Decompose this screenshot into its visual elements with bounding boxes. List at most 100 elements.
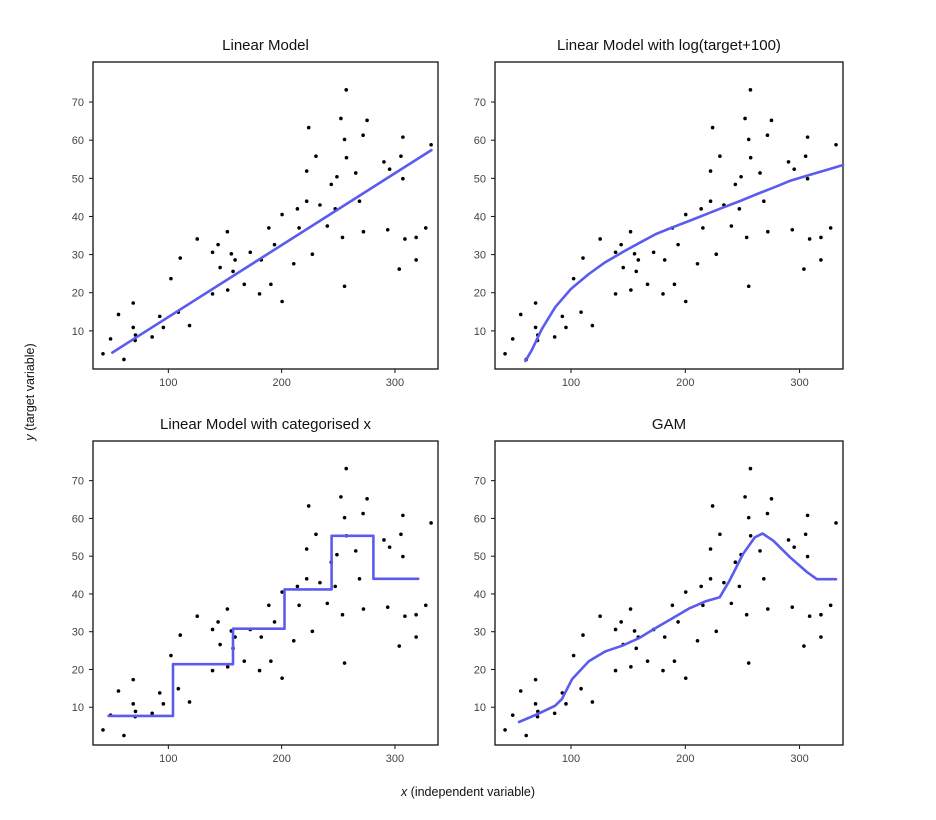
data-point bbox=[710, 504, 715, 508]
data-point bbox=[339, 495, 343, 499]
data-point bbox=[739, 174, 743, 179]
data-point bbox=[272, 242, 277, 247]
data-point bbox=[590, 700, 595, 704]
data-point bbox=[533, 702, 538, 706]
y-tick-label: 40 bbox=[72, 211, 84, 223]
data-point bbox=[187, 323, 192, 328]
data-point bbox=[803, 532, 808, 537]
data-point bbox=[632, 629, 637, 633]
data-point bbox=[581, 633, 585, 637]
data-point bbox=[661, 668, 665, 673]
data-point bbox=[267, 226, 271, 230]
x-axis-label-text: (independent variable) bbox=[407, 785, 535, 799]
x-axis-label: x (independent variable) bbox=[400, 785, 535, 799]
data-point bbox=[683, 212, 688, 217]
y-tick-label: 50 bbox=[72, 551, 84, 563]
plot-frame bbox=[92, 61, 439, 370]
data-point bbox=[628, 607, 633, 611]
fit-line bbox=[517, 532, 838, 724]
x-tick-label: 300 bbox=[790, 377, 808, 389]
data-point bbox=[571, 276, 576, 281]
data-point bbox=[834, 142, 838, 147]
data-point bbox=[636, 258, 641, 262]
data-point bbox=[805, 135, 810, 139]
data-point bbox=[758, 171, 762, 175]
data-point bbox=[634, 646, 639, 651]
x-axis-label-var: x bbox=[400, 785, 408, 799]
data-point bbox=[310, 629, 315, 634]
data-point bbox=[733, 182, 738, 187]
data-point bbox=[353, 171, 358, 175]
data-point bbox=[701, 226, 705, 230]
data-point bbox=[744, 235, 749, 240]
fit-line bbox=[107, 534, 420, 718]
data-point bbox=[365, 118, 369, 123]
data-point bbox=[710, 125, 715, 130]
data-point bbox=[581, 256, 585, 260]
y-tick-label: 60 bbox=[72, 513, 84, 525]
data-point bbox=[385, 605, 390, 609]
data-point bbox=[295, 584, 300, 589]
data-point bbox=[762, 199, 766, 203]
data-point bbox=[714, 629, 719, 634]
data-point bbox=[357, 199, 362, 203]
data-point bbox=[672, 282, 677, 287]
data-point bbox=[662, 258, 667, 262]
plot-frame bbox=[92, 440, 439, 746]
data-point bbox=[306, 504, 311, 508]
data-point bbox=[718, 154, 722, 158]
data-point bbox=[280, 212, 284, 217]
x-tick-label: 300 bbox=[386, 377, 404, 389]
data-point bbox=[340, 235, 345, 240]
data-point bbox=[661, 292, 665, 296]
data-point bbox=[598, 614, 602, 619]
data-point bbox=[178, 633, 183, 637]
y-tick-label: 10 bbox=[72, 326, 84, 338]
y-tick-label: 40 bbox=[474, 211, 486, 223]
data-point bbox=[150, 335, 154, 339]
data-point bbox=[748, 533, 753, 538]
data-point bbox=[552, 335, 557, 339]
y-tick-label: 70 bbox=[474, 476, 486, 488]
panel-3: Linear Model with categorised x 10 20 30 40 5… bbox=[72, 416, 439, 765]
y-tick-label: 10 bbox=[474, 702, 486, 714]
data-point bbox=[329, 182, 334, 187]
data-point bbox=[737, 584, 742, 589]
data-point bbox=[834, 521, 838, 525]
data-point bbox=[401, 135, 405, 139]
y-tick-label: 30 bbox=[72, 250, 84, 262]
data-point bbox=[634, 269, 639, 274]
data-point bbox=[210, 627, 215, 632]
data-point bbox=[342, 137, 347, 142]
data-point bbox=[397, 644, 402, 648]
data-point bbox=[218, 265, 222, 270]
data-point bbox=[632, 252, 637, 256]
data-point bbox=[342, 284, 347, 289]
data-point bbox=[357, 577, 362, 581]
data-point bbox=[297, 226, 301, 230]
data-point bbox=[510, 337, 515, 341]
data-point bbox=[746, 515, 751, 520]
data-point bbox=[613, 668, 618, 673]
data-point bbox=[828, 603, 833, 608]
data-point bbox=[518, 689, 523, 693]
data-point bbox=[701, 603, 705, 608]
data-point bbox=[613, 627, 618, 632]
data-point bbox=[803, 154, 808, 158]
plot-frame bbox=[494, 440, 844, 746]
data-point bbox=[178, 256, 183, 260]
y-tick-label: 70 bbox=[72, 97, 84, 109]
data-point bbox=[361, 133, 365, 138]
data-point bbox=[133, 709, 138, 714]
data-point bbox=[361, 511, 365, 516]
data-point bbox=[762, 577, 766, 581]
data-point bbox=[790, 228, 795, 232]
data-point bbox=[802, 267, 806, 271]
data-point bbox=[748, 466, 753, 471]
data-point bbox=[210, 292, 215, 296]
data-point bbox=[708, 547, 713, 551]
x-tick-label: 100 bbox=[159, 753, 177, 765]
data-point bbox=[365, 496, 369, 501]
y-tick-label: 20 bbox=[72, 664, 84, 676]
